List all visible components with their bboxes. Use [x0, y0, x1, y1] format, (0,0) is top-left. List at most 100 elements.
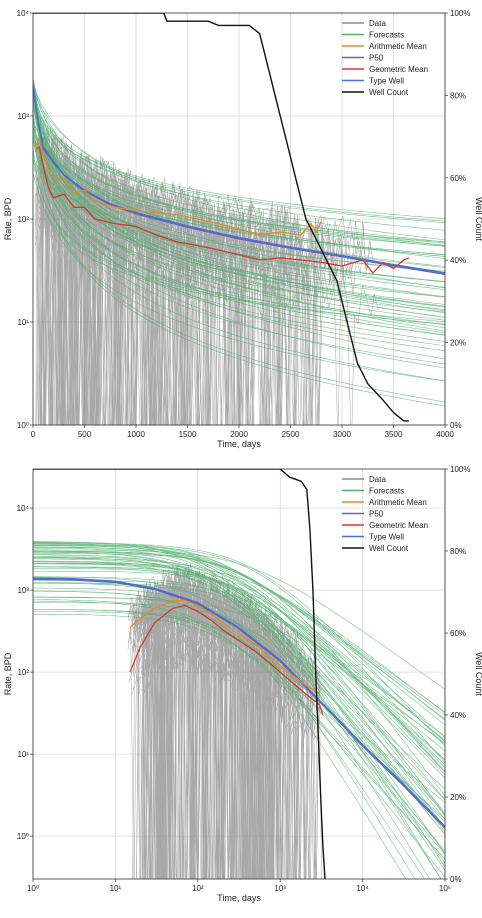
- forecast-curve: [33, 554, 445, 871]
- y2-tick-labels: 0% 20% 40% 60% 80% 100%: [445, 9, 470, 430]
- forecast-curve: [33, 86, 445, 307]
- x-tick-label: 10⁵: [439, 884, 451, 893]
- well-data-trace: [143, 584, 314, 879]
- y-tick-labels: 10⁰ 10¹ 10² 10³ 10⁴: [17, 9, 33, 430]
- legend-label: Type Well: [369, 77, 404, 86]
- series-line-p50: [33, 89, 445, 275]
- forecast-curve: [33, 83, 445, 314]
- well-data-trace: [37, 187, 288, 425]
- y2-tick-label: 100%: [450, 465, 470, 474]
- y2-axis-label: Well Count: [474, 197, 482, 241]
- forecast-curve: [33, 597, 445, 744]
- forecast-curve: [33, 547, 445, 720]
- well-data-trace: [136, 633, 316, 879]
- legend-label: P50: [369, 54, 384, 63]
- forecast-curve: [33, 570, 445, 773]
- series-line-geometric-mean: [129, 604, 324, 716]
- legend: Data Forecasts Arithmetic Mean P50 Geometric…: [342, 19, 428, 97]
- forecast-curve: [33, 600, 445, 860]
- series-line-well-count: [33, 469, 326, 879]
- y2-tick-label: 40%: [450, 256, 466, 265]
- x-tick-label: 2500: [282, 430, 300, 439]
- legend-label: Geometric Mean: [369, 521, 428, 530]
- forecast-curve: [33, 582, 426, 879]
- forecast-curve: [33, 84, 445, 246]
- forecast-curve: [33, 582, 445, 737]
- y-tick-label: 10⁰: [17, 421, 29, 430]
- forecast-curve: [33, 127, 445, 243]
- well-data-trace: [145, 586, 320, 879]
- series-line-type-well: [33, 577, 445, 828]
- forecast-curve: [33, 558, 442, 879]
- series-line-well-count: [33, 13, 409, 422]
- forecast-curve: [33, 562, 445, 714]
- forecast-curve: [33, 127, 445, 403]
- legend-label: Arithmetic Mean: [369, 498, 427, 507]
- x-tick-label: 3000: [333, 430, 351, 439]
- y-tick-label: 10⁰: [17, 832, 29, 841]
- x-tick-label: 10²: [192, 884, 204, 893]
- forecast-curve: [33, 105, 445, 231]
- x-tick-label: 500: [78, 430, 92, 439]
- forecast-curve: [33, 157, 445, 325]
- forecast-curve: [33, 119, 445, 298]
- forecast-curve: [33, 576, 416, 879]
- y2-tick-label: 20%: [450, 793, 466, 802]
- forecast-curve: [33, 90, 445, 223]
- forecast-curve: [33, 152, 445, 322]
- forecast-curve: [33, 103, 445, 308]
- forecast-curve: [33, 609, 445, 822]
- forecast-curve: [33, 609, 445, 860]
- forecast-curve: [33, 94, 445, 298]
- forecast-curve: [33, 99, 445, 326]
- forecast-curve: [33, 79, 445, 318]
- forecast-curve: [33, 550, 445, 721]
- well-data-trace: [141, 585, 319, 879]
- forecast-curve: [33, 549, 445, 690]
- legend-label: Well Count: [369, 544, 409, 553]
- x-axis-label: Time, days: [217, 439, 261, 449]
- forecast-curve: [33, 596, 445, 853]
- forecast-curve: [33, 111, 445, 365]
- forecast-curve: [33, 582, 445, 835]
- x-axis-label: Time, days: [217, 893, 261, 903]
- forecast-curve: [33, 568, 445, 742]
- forecast-curve: [33, 111, 445, 313]
- x-tick-label: 1500: [179, 430, 197, 439]
- forecast-curve: [33, 543, 445, 713]
- y-tick-label: 10⁴: [17, 504, 30, 513]
- y-tick-label: 10²: [17, 215, 29, 224]
- y-tick-label: 10²: [17, 668, 29, 677]
- x-tick-label: 10⁴: [356, 884, 369, 893]
- chart-panel-2: 10⁰ 10¹ 10² 10³ 10⁴ 10⁵ 10⁰ 10¹ 10² 10³ 10⁴ 0% 20% 40…: [3, 465, 482, 903]
- forecast-curve: [33, 543, 445, 741]
- forecast-curves: [33, 77, 445, 407]
- legend-label: Data: [369, 19, 386, 28]
- x-tick-label: 4000: [436, 430, 454, 439]
- y2-tick-label: 0%: [450, 421, 462, 430]
- y2-tick-label: 80%: [450, 547, 466, 556]
- x-tick-labels: 10⁰ 10¹ 10² 10³ 10⁴ 10⁵: [27, 879, 451, 893]
- forecast-curve: [33, 113, 445, 382]
- forecast-curve: [33, 126, 445, 282]
- legend-label: Well Count: [369, 88, 409, 97]
- forecast-curve: [33, 563, 445, 743]
- forecast-curve: [33, 99, 445, 219]
- forecast-curve: [33, 92, 445, 246]
- forecast-curve: [33, 138, 445, 346]
- forecast-curve: [33, 141, 445, 336]
- y-axis-label: Rate, BPD: [3, 197, 13, 240]
- forecast-curve: [33, 101, 445, 360]
- y2-tick-label: 0%: [450, 875, 462, 884]
- legend-label: Data: [369, 475, 386, 484]
- forecast-curve: [33, 172, 445, 382]
- legend-label: Type Well: [369, 533, 404, 542]
- y2-tick-label: 20%: [450, 339, 466, 348]
- forecast-curve: [33, 105, 445, 312]
- x-tick-labels: 0 500 1000 1500 2000 2500 3000 3500 4000: [31, 425, 454, 439]
- x-tick-label: 10³: [274, 884, 286, 893]
- x-tick-label: 2000: [230, 430, 248, 439]
- plot-area: [33, 13, 445, 425]
- y2-tick-label: 60%: [450, 174, 466, 183]
